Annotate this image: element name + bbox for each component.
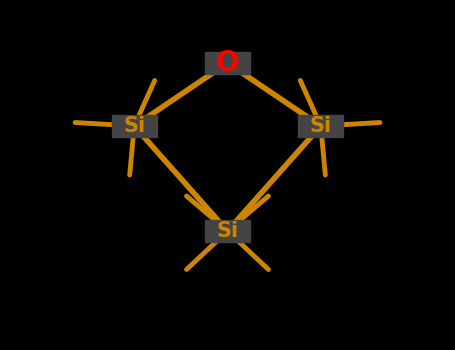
- Text: Si: Si: [310, 116, 332, 136]
- Text: O: O: [216, 49, 239, 77]
- Bar: [205, 220, 250, 241]
- Bar: [298, 116, 344, 136]
- Text: Si: Si: [217, 221, 238, 241]
- Bar: [205, 52, 250, 74]
- Bar: [112, 116, 157, 136]
- Text: Si: Si: [123, 116, 145, 136]
